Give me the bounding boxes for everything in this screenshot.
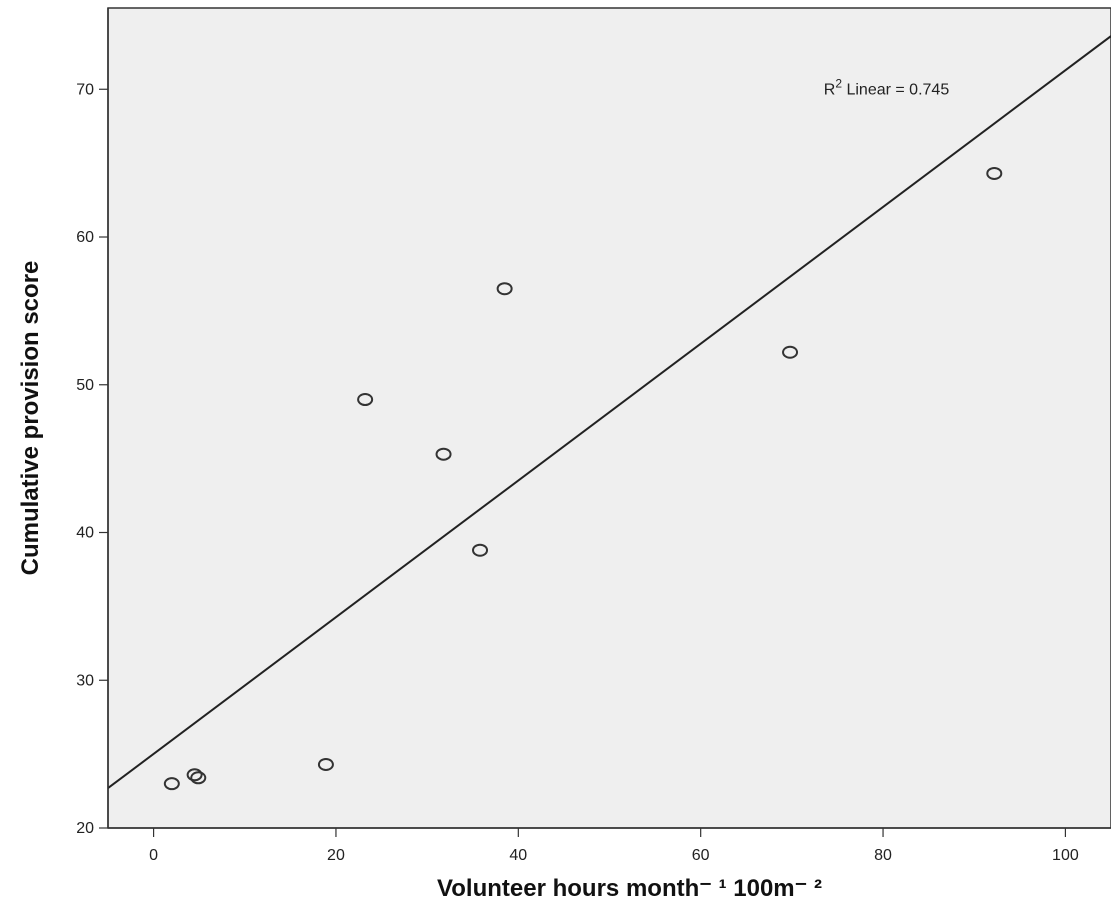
data-point	[317, 757, 334, 771]
data-point	[986, 166, 1003, 180]
data-point	[190, 771, 207, 785]
y-tick-label: 30	[76, 672, 94, 689]
x-tick-label: 0	[149, 847, 158, 864]
y-tick-label: 20	[76, 820, 94, 837]
data-point	[435, 447, 452, 461]
regression-line	[107, 35, 1111, 789]
data-point	[472, 543, 489, 557]
data-point	[496, 282, 513, 296]
x-tick-label: 80	[874, 847, 892, 864]
x-axis-title-main: Volunteer hours month	[437, 875, 699, 902]
x-tick-label: 100	[1052, 847, 1079, 864]
y-tick-label: 70	[76, 81, 94, 98]
x-axis-title: Volunteer hours month⁻ ¹ 100m⁻ ²	[437, 875, 822, 902]
x-tick-label: 40	[509, 847, 527, 864]
r-squared-base: R	[824, 81, 836, 98]
data-point	[782, 345, 799, 359]
plot-area	[107, 7, 1111, 829]
x-axis-ticks: 0 20 40 60 80 100	[149, 828, 1079, 864]
r-squared-superscript: 2	[835, 76, 842, 90]
data-points	[163, 166, 1003, 791]
data-point	[186, 768, 203, 782]
data-point	[357, 393, 374, 407]
r-squared-text: Linear = 0.745	[842, 81, 949, 98]
x-axis-title-units: ⁻ ¹ 100m⁻ ²	[699, 875, 822, 902]
data-point	[163, 777, 180, 791]
y-axis-title: Cumulative provision score	[17, 261, 44, 576]
x-tick-label: 60	[692, 847, 710, 864]
y-axis-ticks: 20 30 40 50 60 70	[76, 81, 108, 837]
y-tick-label: 50	[76, 377, 94, 394]
y-tick-label: 60	[76, 229, 94, 246]
x-tick-label: 20	[327, 847, 345, 864]
r-squared-annotation: R2 Linear = 0.745	[824, 76, 950, 98]
y-tick-label: 40	[76, 525, 94, 542]
